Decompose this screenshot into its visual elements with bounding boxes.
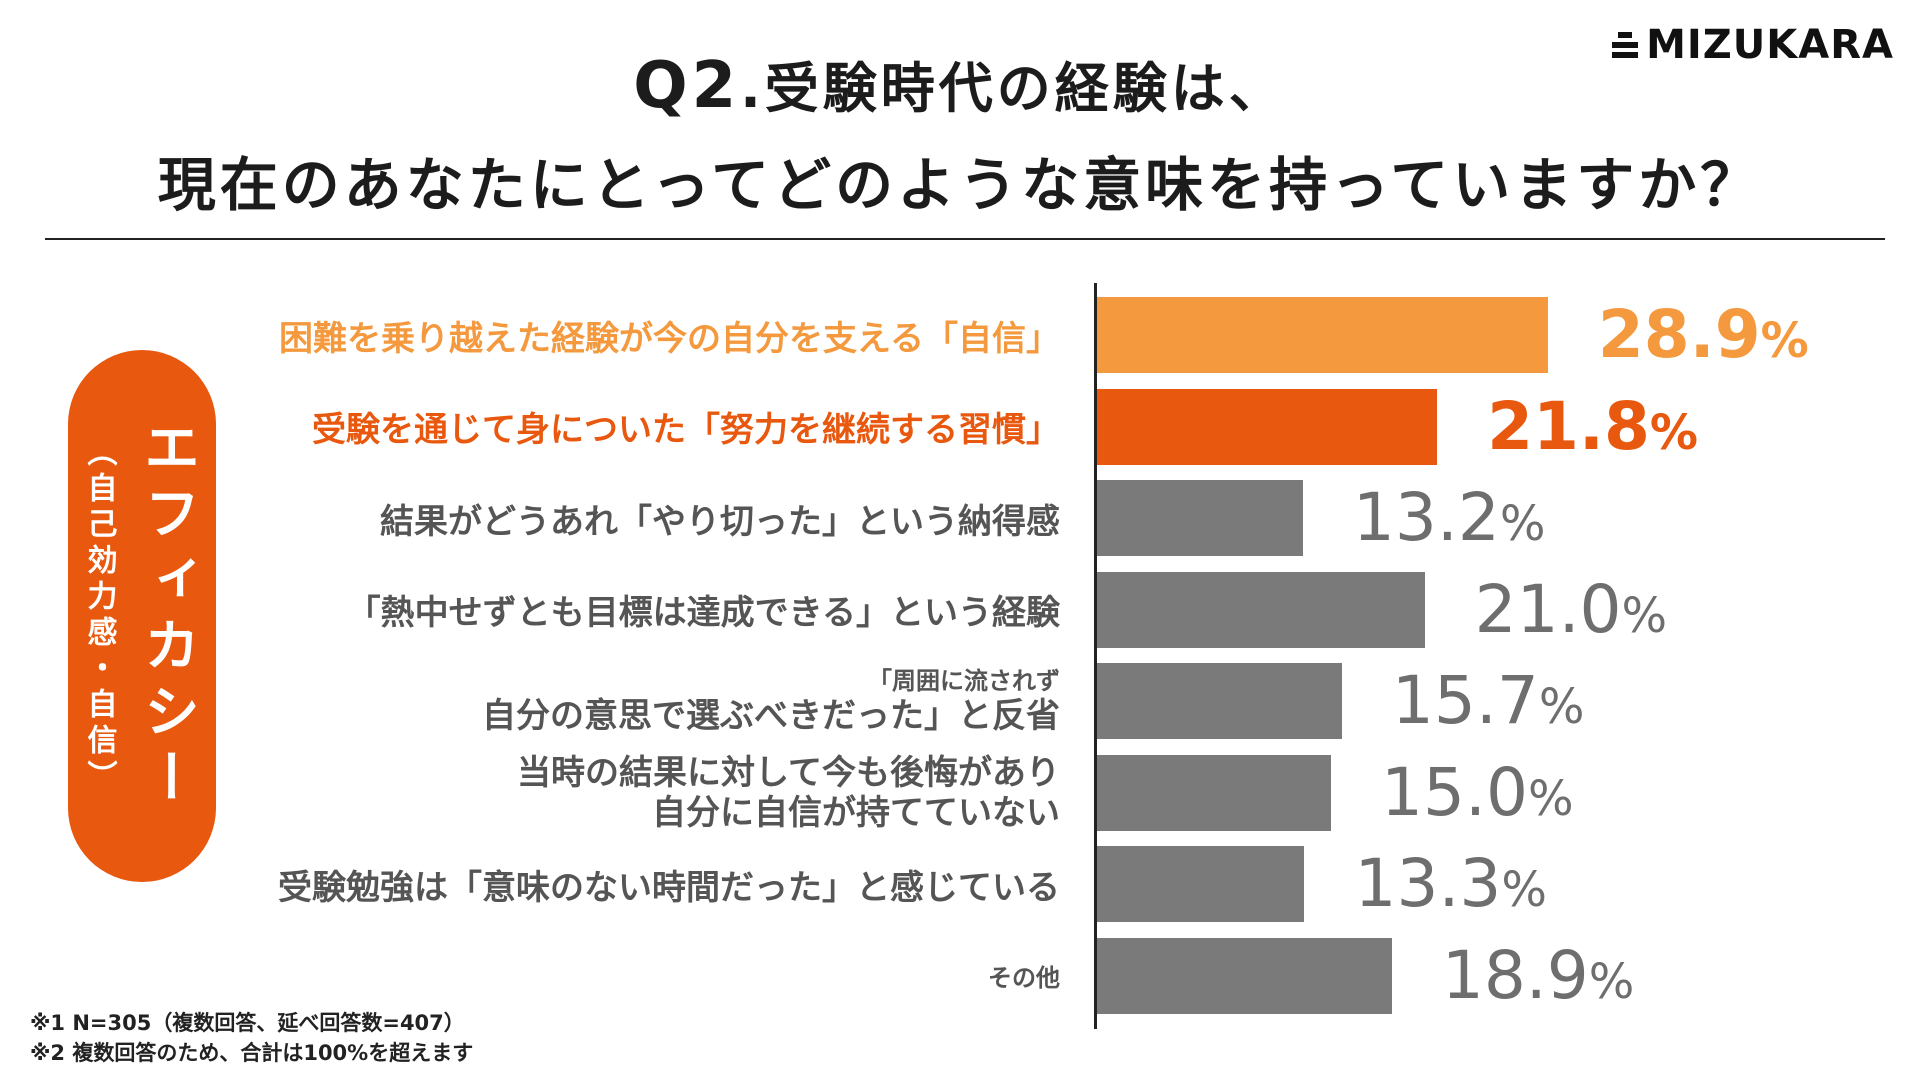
category-label-line: 「周囲に流されず <box>868 667 1060 695</box>
value-label-4: 21.0% <box>1474 570 1668 654</box>
bar-7 <box>1097 846 1305 922</box>
value-label-7: 13.3% <box>1354 846 1547 928</box>
category-label-line: 結果がどうあれ「やり切った」という納得感 <box>380 501 1060 542</box>
value-number: 15.7 <box>1391 662 1539 739</box>
category-label-line: 受験勉強は「意味のない時間だった」と感じている <box>278 867 1060 908</box>
value-label-2: 21.8% <box>1487 387 1699 471</box>
percent-sign: % <box>1499 496 1546 552</box>
percent-sign: % <box>1649 404 1699 461</box>
brand-logo: MIZUKARA <box>1612 22 1894 68</box>
footnotes: ※1 N=305（複数回答、延べ回答数=407） ※2 複数回答のため、合計は1… <box>30 1008 473 1068</box>
logo-icon <box>1612 32 1639 58</box>
bar-6 <box>1097 754 1331 831</box>
percent-sign: % <box>1527 770 1574 827</box>
badge-main-text: エフィカシー <box>134 418 200 814</box>
category-label-line: その他 <box>988 964 1060 992</box>
value-number: 13.3 <box>1354 845 1502 922</box>
title-text-1: .受験時代の経験は、 <box>740 57 1287 120</box>
percent-sign: % <box>1501 862 1548 918</box>
value-number: 28.9 <box>1597 296 1761 373</box>
value-number: 21.8 <box>1487 387 1650 465</box>
percent-sign: % <box>1588 953 1635 1010</box>
bar-8 <box>1097 937 1392 1014</box>
category-label-1: 困難を乗り越えた経験が今の自分を支える「自信」 <box>279 311 1060 360</box>
value-label-8: 18.9% <box>1441 936 1635 1020</box>
category-label-line: 自分の意思で選ぶべきだった」と反省 <box>482 696 1060 736</box>
percent-sign: % <box>1538 679 1585 735</box>
value-number: 13.2 <box>1352 479 1500 556</box>
percent-sign: % <box>1621 587 1668 644</box>
value-number: 21.0 <box>1474 570 1622 648</box>
bar-3 <box>1097 480 1303 556</box>
bar-4 <box>1097 571 1425 648</box>
value-number: 18.9 <box>1441 936 1589 1014</box>
category-label-2: 受験を通じて身についた「努力を継続する習慣」 <box>312 402 1060 451</box>
category-label-8: その他 <box>988 958 1060 993</box>
value-label-1: 28.9% <box>1598 297 1809 379</box>
bar-5 <box>1097 663 1342 739</box>
logo-text: MIZUKARA <box>1646 22 1894 68</box>
bar-2 <box>1097 388 1438 465</box>
category-label-line: 受験を通じて身についた「努力を継続する習慣」 <box>312 410 1060 450</box>
value-label-6: 15.0% <box>1381 753 1574 837</box>
percent-sign: % <box>1760 313 1809 369</box>
footnote-1: ※1 N=305（複数回答、延べ回答数=407） <box>30 1011 465 1035</box>
chart-axis <box>1094 283 1097 1029</box>
category-label-3: 結果がどうあれ「やり切った」という納得感 <box>380 494 1060 543</box>
category-label-6: 当時の結果に対して今も後悔があり 自分に自信が持てていない <box>517 753 1060 833</box>
title-line-2: 現在のあなたにとってどのような意味を持っていますか？ <box>157 151 1763 219</box>
footnote-2: ※2 複数回答のため、合計は100%を超えます <box>30 1041 474 1065</box>
value-number: 15.0 <box>1381 753 1528 831</box>
category-label-line: 当時の結果に対して今も後悔があり <box>517 752 1060 793</box>
value-label-5: 15.7% <box>1392 663 1585 745</box>
efficacy-group-badge: エフィカシー （自己効力感・自信） <box>68 350 216 882</box>
category-label-5: 「周囲に流されず 自分の意思で選ぶべきだった」と反省 <box>482 666 1060 736</box>
question-number: Q2 <box>633 49 741 123</box>
category-label-line: 困難を乗り越えた経験が今の自分を支える「自信」 <box>279 318 1060 359</box>
category-label-7: 受験勉強は「意味のない時間だった」と感じている <box>278 860 1060 909</box>
value-label-3: 13.2% <box>1353 480 1546 562</box>
category-label-4: 「熱中せずとも目標は達成できる」という経験 <box>347 585 1060 634</box>
category-label-line: 自分に自信が持てていない <box>652 792 1060 833</box>
title-divider <box>45 238 1885 240</box>
bar-1 <box>1097 297 1548 373</box>
title-line-1: Q2.受験時代の経験は、 <box>0 44 1920 123</box>
category-label-line: 「熱中せずとも目標は達成できる」という経験 <box>346 593 1060 633</box>
badge-sub-text: （自己効力感・自信） <box>81 436 117 796</box>
